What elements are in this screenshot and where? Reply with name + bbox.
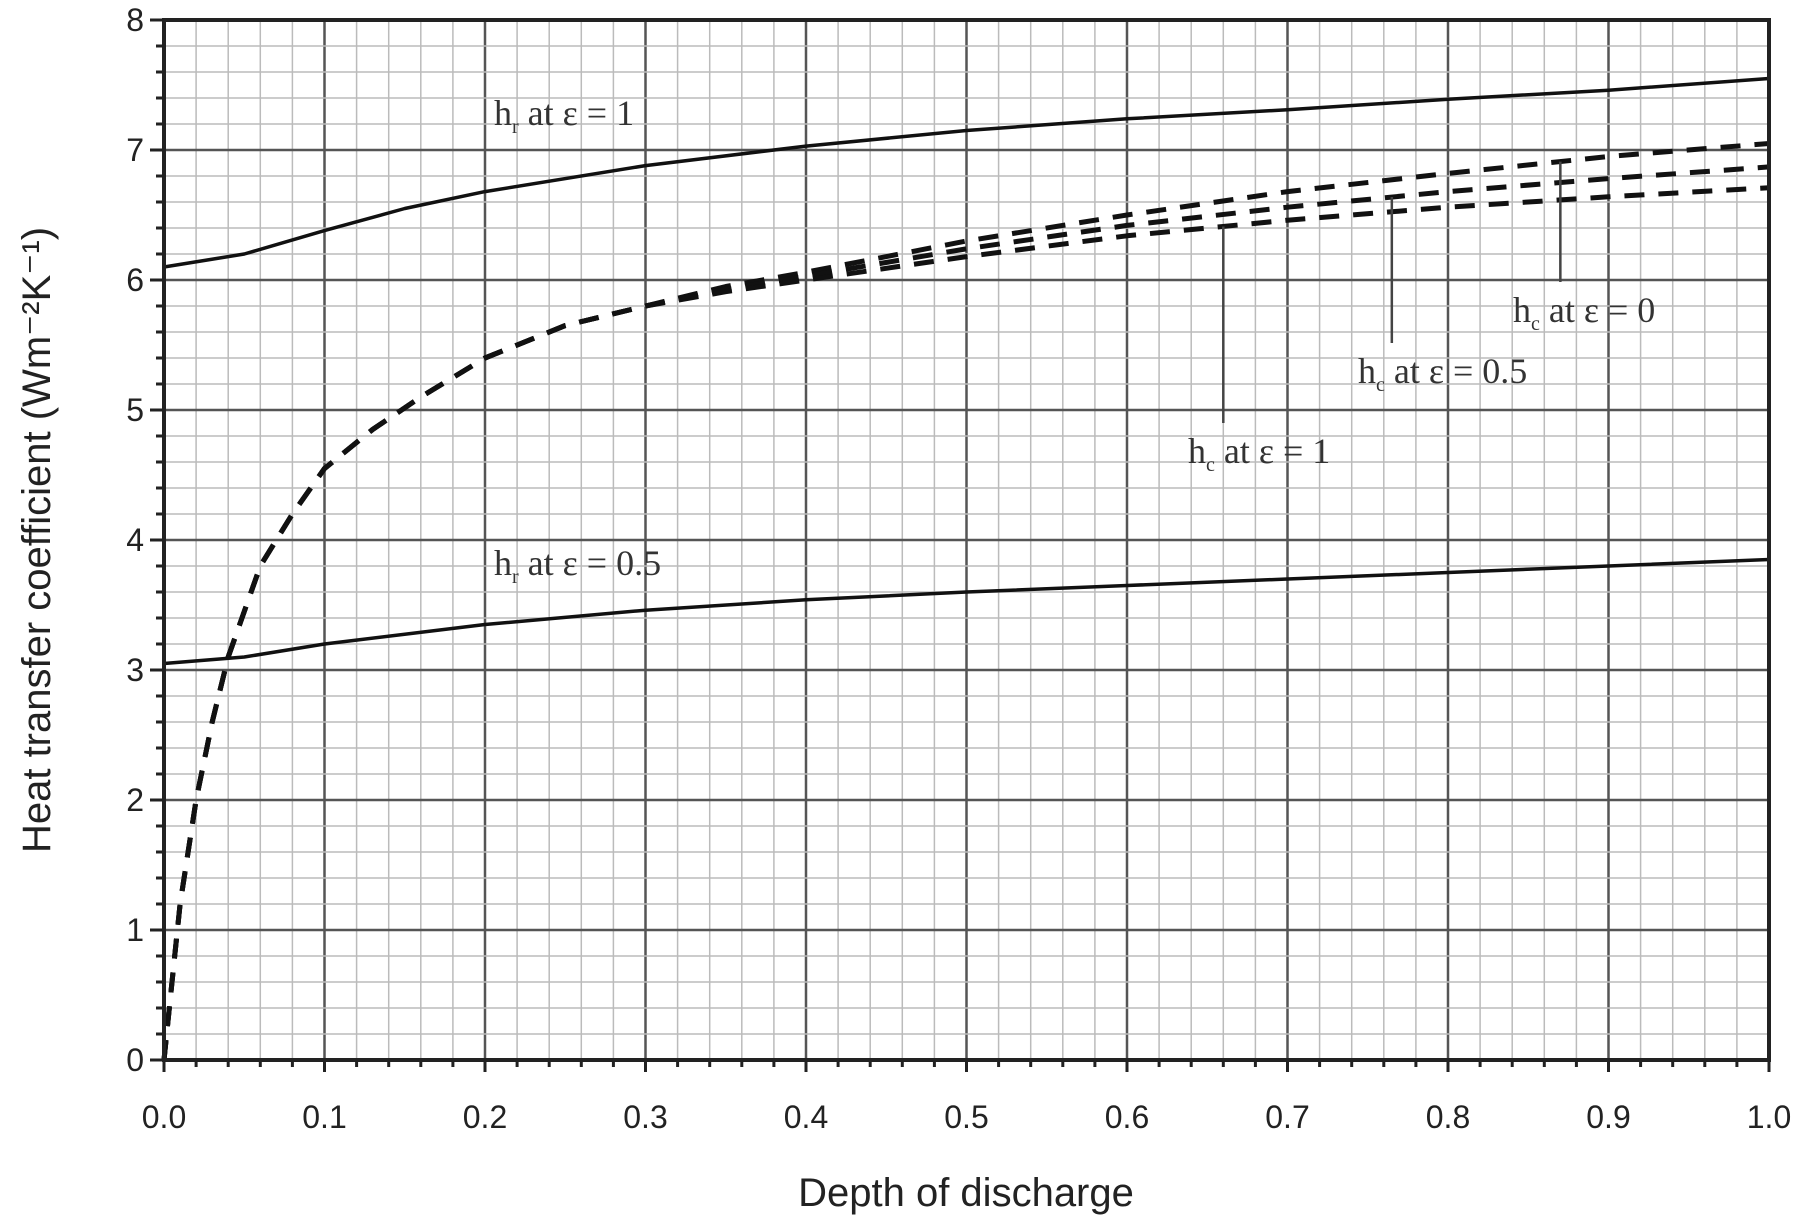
y-axis-title: Heat transfer coefficient (Wm⁻²K⁻¹) <box>15 227 59 853</box>
annotation-label: hr at ε = 0.5 <box>494 543 661 588</box>
annotation-text: hc at ε = 0.5 <box>1358 351 1527 396</box>
tick-layer: 0.0 0.1 0.2 0.3 0.4 0.5 0.6 0.7 0.8 0.9 1.0 0 1 2 3 4 5 6… <box>126 2 1791 1135</box>
series-line-1 <box>163 76 1770 269</box>
annotation-label: hc at ε = 1 <box>1188 226 1330 476</box>
annotation-label: hr at ε = 1 <box>494 93 634 138</box>
series-line-2 <box>163 557 1770 666</box>
annotation-text: hr at ε = 0.5 <box>494 543 661 588</box>
grid <box>162 18 1771 1062</box>
series-layer <box>161 76 1770 1061</box>
annotation-label: hc at ε = 0 <box>1513 161 1655 335</box>
x-tick-label: 0.8 <box>1426 1099 1470 1135</box>
x-axis-title: Depth of discharge <box>798 1171 1134 1215</box>
x-tick-label: 0.1 <box>302 1099 346 1135</box>
x-tick-label: 1.0 <box>1747 1099 1791 1135</box>
x-tick-label: 0.6 <box>1105 1099 1149 1135</box>
y-tick-label: 0 <box>126 1042 144 1078</box>
y-tick-label: 6 <box>126 262 144 298</box>
y-tick-label: 3 <box>126 652 144 688</box>
x-tick-label: 0.5 <box>944 1099 988 1135</box>
x-tick-label: 0.3 <box>623 1099 667 1135</box>
x-tick-label: 0.9 <box>1586 1099 1630 1135</box>
annotation-text: hc at ε = 1 <box>1188 431 1330 476</box>
x-tick-label: 0.7 <box>1265 1099 1309 1135</box>
y-tick-label: 2 <box>126 782 144 818</box>
x-tick-label: 0.0 <box>142 1099 186 1135</box>
y-tick-label: 1 <box>126 912 144 948</box>
y-tick-label: 5 <box>126 392 144 428</box>
annotation-label: hc at ε = 0.5 <box>1358 197 1527 396</box>
y-tick-label: 8 <box>126 2 144 38</box>
x-tick-label: 0.4 <box>784 1099 828 1135</box>
annotation-text: hr at ε = 1 <box>494 93 634 138</box>
x-tick-label: 0.2 <box>463 1099 507 1135</box>
annotation-layer: hr at ε = 1 hr at ε = 0.5 hc at ε = 0 hc at… <box>494 93 1655 588</box>
annotation-text: hc at ε = 0 <box>1513 290 1655 335</box>
y-tick-label: 4 <box>126 522 144 558</box>
y-tick-label: 7 <box>126 132 144 168</box>
